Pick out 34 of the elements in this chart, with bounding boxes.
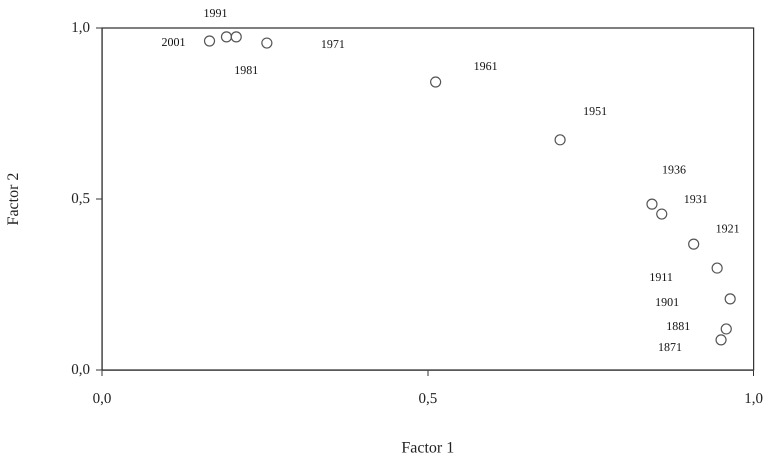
x-tick-label: 0,0: [92, 390, 112, 407]
annotation: 2001: [162, 35, 186, 50]
point: [688, 238, 700, 250]
text: 1991: [203, 6, 228, 20]
point: [646, 198, 658, 210]
point: [204, 35, 216, 47]
annotation: 1951: [583, 104, 608, 118]
point: [724, 293, 736, 304]
x-axis-title: Factor 1: [401, 440, 454, 457]
annotation: 1936: [662, 162, 686, 176]
annotation: 1981: [234, 63, 258, 78]
annotation: 1921: [716, 221, 740, 236]
point: [261, 37, 272, 49]
annotation: 1961: [474, 59, 498, 74]
annotation: 1901: [655, 295, 680, 310]
annotation: 1881: [666, 319, 690, 334]
y-tick-label: 1,0: [71, 20, 90, 36]
point: [430, 76, 442, 88]
point: [712, 262, 723, 274]
y-tick-label: 0,0: [71, 362, 90, 378]
x-tick-label: 1,0: [744, 390, 763, 407]
annotation: 1971: [320, 37, 345, 52]
point: [656, 208, 668, 220]
y-axis-title: Factor 2: [4, 172, 22, 226]
y-tick-label: 0,5: [71, 190, 90, 207]
point: [220, 31, 232, 42]
point: [720, 323, 732, 335]
point: [715, 334, 727, 346]
point: [230, 31, 242, 42]
x-tick-label: 0,5: [418, 390, 438, 407]
point: [554, 134, 566, 146]
annotation: 1871: [658, 340, 682, 354]
annotation: 1931: [684, 192, 708, 206]
annotation: 1911: [649, 270, 673, 284]
